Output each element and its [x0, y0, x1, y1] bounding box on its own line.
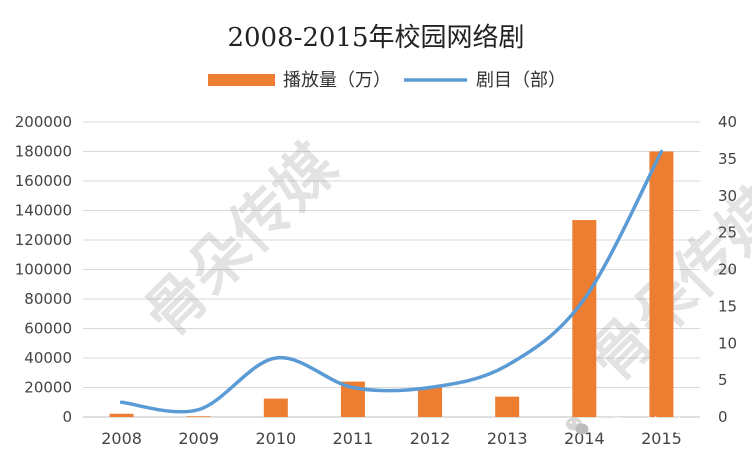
- x-axis: 2008 2009 2010 2011 2012 2013 2014 2015: [101, 429, 682, 448]
- y-right-tick-label: 30: [718, 187, 737, 205]
- x-tick-label: 2013: [487, 429, 528, 448]
- y-left-tick-label: 0: [62, 408, 72, 426]
- legend: 播放量（万） 剧目（部）: [208, 70, 566, 91]
- y-left-tick-label: 160000: [15, 172, 72, 190]
- x-tick-label: 2011: [333, 429, 374, 448]
- x-tick-label: 2012: [410, 429, 451, 448]
- brand-watermark: 骨朵网络剧: [566, 416, 681, 437]
- y-left-tick-label: 140000: [15, 202, 72, 220]
- gridlines: [83, 121, 700, 418]
- y-left-tick-label: 120000: [15, 231, 72, 249]
- y-right-tick-label: 20: [718, 261, 737, 279]
- y-axis-left: 0 20000 40000 60000 80000 100000 120000 140000 1…: [15, 113, 72, 426]
- y-right-tick-label: 25: [718, 224, 737, 242]
- y-left-tick-label: 180000: [15, 143, 72, 161]
- watermark-text-left: 骨朵传媒: [131, 131, 351, 351]
- bar: [572, 220, 597, 417]
- x-tick-label: 2009: [178, 429, 219, 448]
- y-right-tick-label: 15: [718, 297, 737, 315]
- x-tick-label: 2010: [255, 429, 296, 448]
- y-left-tick-label: 60000: [24, 320, 72, 338]
- legend-label-bar: 播放量（万）: [283, 70, 391, 91]
- y-left-tick-label: 80000: [24, 290, 72, 308]
- wechat-icon: [566, 417, 589, 435]
- bar: [263, 398, 288, 417]
- legend-label-line: 剧目（部）: [476, 70, 566, 91]
- line-series: [119, 149, 664, 414]
- y-left-tick-label: 20000: [24, 379, 72, 397]
- y-right-tick-label: 0: [718, 408, 728, 426]
- y-axis-right: 0 5 10 15 20 25 30 35 40: [718, 113, 737, 426]
- bar-series: [109, 151, 674, 417]
- y-left-tick-label: 200000: [15, 113, 72, 131]
- x-tick-label: 2015: [641, 429, 682, 448]
- y-right-tick-label: 35: [718, 150, 737, 168]
- legend-swatch-bar: [208, 74, 275, 86]
- y-right-tick-label: 10: [718, 334, 737, 352]
- chart-title: 2008-2015年校园网络剧: [227, 23, 524, 53]
- y-left-tick-label: 100000: [15, 261, 72, 279]
- bar: [186, 416, 211, 417]
- x-tick-label: 2008: [101, 429, 142, 448]
- y-right-tick-label: 40: [718, 113, 737, 131]
- bar: [649, 151, 674, 417]
- y-right-tick-label: 5: [718, 371, 728, 389]
- bar: [418, 387, 443, 417]
- bar: [495, 396, 520, 417]
- bar: [109, 413, 134, 417]
- x-tick-label: 2014: [564, 429, 605, 448]
- brand-watermark-text: 骨朵网络剧: [591, 416, 681, 437]
- y-left-tick-label: 40000: [24, 349, 72, 367]
